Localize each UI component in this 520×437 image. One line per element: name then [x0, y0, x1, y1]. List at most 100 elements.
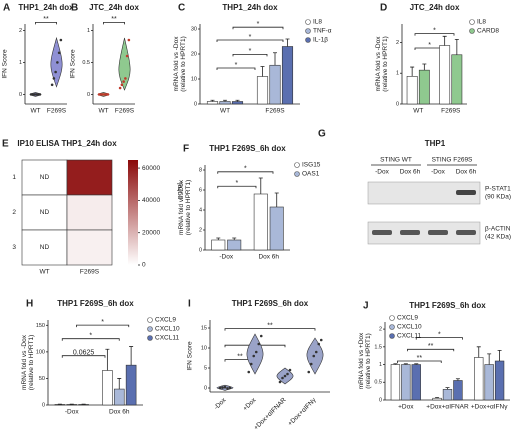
x-tick-label: +Dox+αIFNγ — [287, 396, 318, 427]
sig-bracket — [224, 328, 316, 331]
point — [221, 386, 224, 389]
error-bar — [410, 66, 415, 77]
bar — [390, 364, 401, 401]
sig-label: * — [249, 34, 252, 41]
sig-bracket — [397, 360, 442, 363]
sig-label: * — [257, 21, 260, 28]
y-tick-label: 0.5 — [374, 380, 382, 386]
y-tick-label: 2 — [19, 28, 22, 34]
legend-label: CXCL11 — [397, 333, 421, 340]
sig-label: * — [236, 180, 239, 187]
panel-title: THP1 — [425, 139, 446, 148]
panel-title: THP1 F269S_6h dox — [57, 299, 134, 308]
colorbar — [128, 160, 138, 265]
error-bar — [223, 99, 227, 102]
bar — [411, 364, 421, 401]
y-tick-label: 4 — [199, 207, 202, 213]
colorbar-label: 40000 — [142, 197, 160, 204]
y-tick-label: 50 — [39, 376, 45, 382]
y-tick-label: 0 — [42, 402, 45, 408]
sig-label: ** — [428, 343, 434, 350]
x-tick-label: WT — [98, 108, 108, 115]
panel-letter: C — [178, 3, 185, 14]
y-tick-label: 15 — [201, 325, 207, 331]
bar — [453, 380, 463, 401]
x-tick-label: Dox 6h — [109, 409, 130, 416]
blot-band — [456, 230, 476, 235]
panel-title: THP1_24h dox — [222, 3, 278, 12]
y-tick-label: 10 — [201, 345, 207, 351]
legend-label: CXCL11 — [155, 335, 179, 342]
sig-bracket — [61, 355, 106, 358]
error-bar — [414, 363, 419, 365]
y-axis-label: mRNA fold vs -Dox — [21, 334, 28, 390]
y-tick-label: 100 — [36, 349, 45, 355]
point — [319, 338, 323, 342]
y-tick-label: 1.5 — [374, 344, 382, 350]
point — [309, 362, 313, 366]
point — [252, 354, 256, 358]
sig-bracket — [35, 22, 57, 25]
legend-swatch — [389, 333, 395, 339]
heat-cell — [21, 159, 68, 196]
error-bar — [435, 397, 440, 399]
panel-title: THP1_24h dox — [18, 3, 74, 12]
y-tick-label: 5 — [204, 365, 207, 371]
colorbar-label: 0 — [142, 262, 146, 269]
violin — [118, 37, 131, 91]
y-axis-label: (relative to HPRT1) — [382, 36, 389, 92]
y-axis-label: (relative to HPRT1) — [365, 333, 372, 389]
bar — [281, 46, 294, 105]
x-tick-label: Dox 6h — [258, 254, 279, 261]
panel-title: THP1 F269S_6h dox — [232, 299, 309, 308]
cell-label: ND — [40, 244, 50, 251]
y-axis-label: mRNA fold vs -Dox — [375, 36, 382, 92]
legend-swatch — [469, 19, 475, 25]
point — [226, 387, 229, 390]
sig-label: ** — [43, 16, 49, 23]
legend-label: CXCL10 — [155, 326, 180, 333]
bar — [231, 101, 244, 105]
y-tick-label: 8 — [199, 167, 202, 173]
y-axis-label: mRNA fold vs +Dox — [358, 332, 365, 389]
sig-label: * — [428, 42, 431, 49]
sig-bracket — [407, 348, 455, 352]
legend-swatch — [305, 37, 311, 43]
legend-label: IL-1β — [313, 37, 328, 44]
blot-strip — [367, 221, 481, 245]
col-label: WT — [39, 269, 49, 276]
error-bar — [273, 52, 277, 66]
heat-cell — [66, 229, 113, 266]
y-tick-label: 0 — [379, 397, 382, 403]
point — [228, 386, 232, 390]
bar — [418, 69, 430, 105]
error-bar — [497, 349, 502, 361]
heat-cell — [66, 194, 113, 231]
lane-label: Dox 6h — [400, 169, 421, 176]
panel-letter: B — [71, 3, 78, 14]
error-bar — [274, 192, 279, 207]
point — [124, 77, 127, 80]
bar — [113, 388, 125, 406]
y-tick-label: 2 — [199, 227, 202, 233]
error-bar — [129, 346, 134, 366]
point — [312, 354, 316, 358]
x-tick-label: F269S — [47, 108, 67, 115]
y-axis-label: (relative to HPRT1) — [180, 36, 187, 92]
legend-label: CXCL9 — [397, 315, 418, 322]
sig-bracket — [217, 185, 257, 189]
panel-letter: F — [183, 144, 189, 155]
sig-bracket — [414, 33, 455, 36]
panel-letter: I — [188, 299, 191, 310]
cell-label: ND — [40, 209, 50, 216]
bar — [474, 357, 484, 401]
legend-label: CXCL10 — [397, 324, 422, 331]
bar — [432, 397, 442, 401]
group-label: STING F269S — [432, 157, 473, 164]
y-tick-label: 0 — [19, 92, 22, 98]
row-label: 3 — [12, 244, 16, 251]
row-label: β-ACTIN — [485, 226, 511, 233]
point — [223, 385, 227, 389]
error-bar — [422, 63, 427, 71]
